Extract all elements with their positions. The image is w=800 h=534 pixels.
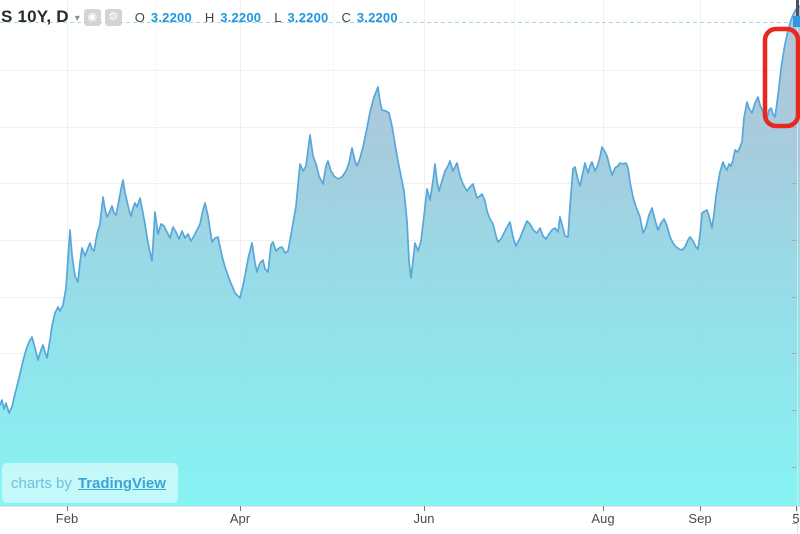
x-axis-label: Aug: [591, 511, 615, 526]
close-value: 3.2200: [356, 9, 398, 25]
x-axis-label: Jun: [413, 511, 435, 526]
gear-icon[interactable]: ⚙: [104, 8, 122, 26]
scrollbar-fragment: [796, 0, 799, 26]
high-label: H: [204, 9, 215, 25]
low-value-group: L 3.2200: [274, 10, 328, 25]
close-value-group: C 3.2200: [341, 10, 397, 25]
tradingview-link[interactable]: TradingView: [77, 474, 166, 492]
open-value: 3.2200: [150, 9, 192, 25]
eye-icon[interactable]: ◉: [83, 8, 101, 26]
high-value: 3.2200: [220, 9, 262, 25]
x-axis-label: 5: [792, 511, 800, 526]
area-series-fill: [0, 6, 800, 506]
attribution-badge: charts by TradingView: [2, 463, 178, 503]
chevron-down-icon[interactable]: ▾: [74, 12, 80, 24]
low-label: L: [274, 9, 282, 25]
price-line-series: [0, 5, 800, 414]
symbol-title[interactable]: S 10Y, D: [1, 7, 69, 26]
close-label: C: [341, 9, 351, 25]
highlight-annotation-box: [762, 26, 800, 129]
x-axis-label: Apr: [229, 511, 251, 526]
high-value-group: H 3.2200: [205, 10, 261, 25]
x-axis-label: Sep: [688, 511, 712, 526]
x-axis-label: Feb: [55, 511, 79, 526]
attribution-text: charts by: [11, 474, 72, 492]
ohlc-values: O 3.2200 H 3.2200 L 3.2200 C 3.2200: [135, 10, 411, 25]
open-value-group: O 3.2200: [135, 10, 192, 25]
open-label: O: [134, 9, 145, 25]
chart-legend: S 10Y, D ▾ ◉ ⚙ O 3.2200 H 3.2200 L 3.220…: [0, 0, 411, 34]
price-tag: [793, 16, 800, 27]
low-value: 3.2200: [287, 9, 329, 25]
